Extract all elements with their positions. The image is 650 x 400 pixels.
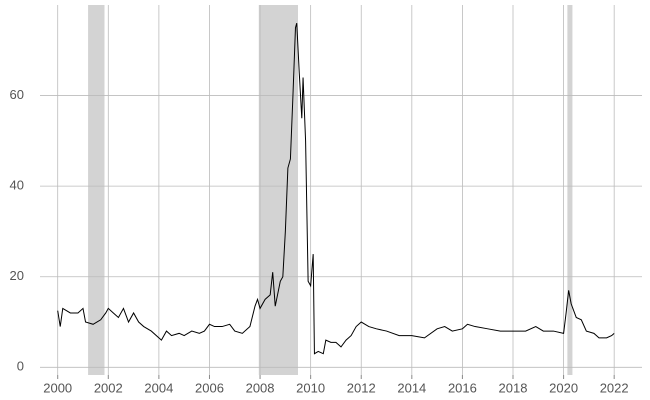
x-tick-label: 2006 xyxy=(195,380,224,395)
x-tick-label: 2014 xyxy=(397,380,426,395)
data-line xyxy=(57,22,615,355)
x-tick-label: 2016 xyxy=(448,380,477,395)
y-tick-label: 60 xyxy=(10,87,24,102)
x-tick-label: 2004 xyxy=(144,380,173,395)
x-tick-label: 2010 xyxy=(296,380,325,395)
x-tick-label: 2000 xyxy=(43,380,72,395)
recession-band xyxy=(258,5,298,375)
x-tick-label: 2022 xyxy=(600,380,629,395)
x-tick-label: 2018 xyxy=(499,380,528,395)
x-tick-label: 2020 xyxy=(549,380,578,395)
y-tick-label: 40 xyxy=(10,178,24,193)
x-tick-label: 2012 xyxy=(347,380,376,395)
x-tick-label: 2008 xyxy=(246,380,275,395)
recession-band xyxy=(88,5,105,375)
y-tick-label: 0 xyxy=(17,359,24,374)
x-tick-label: 2002 xyxy=(94,380,123,395)
recession-band xyxy=(567,5,573,375)
y-tick-label: 20 xyxy=(10,268,24,283)
